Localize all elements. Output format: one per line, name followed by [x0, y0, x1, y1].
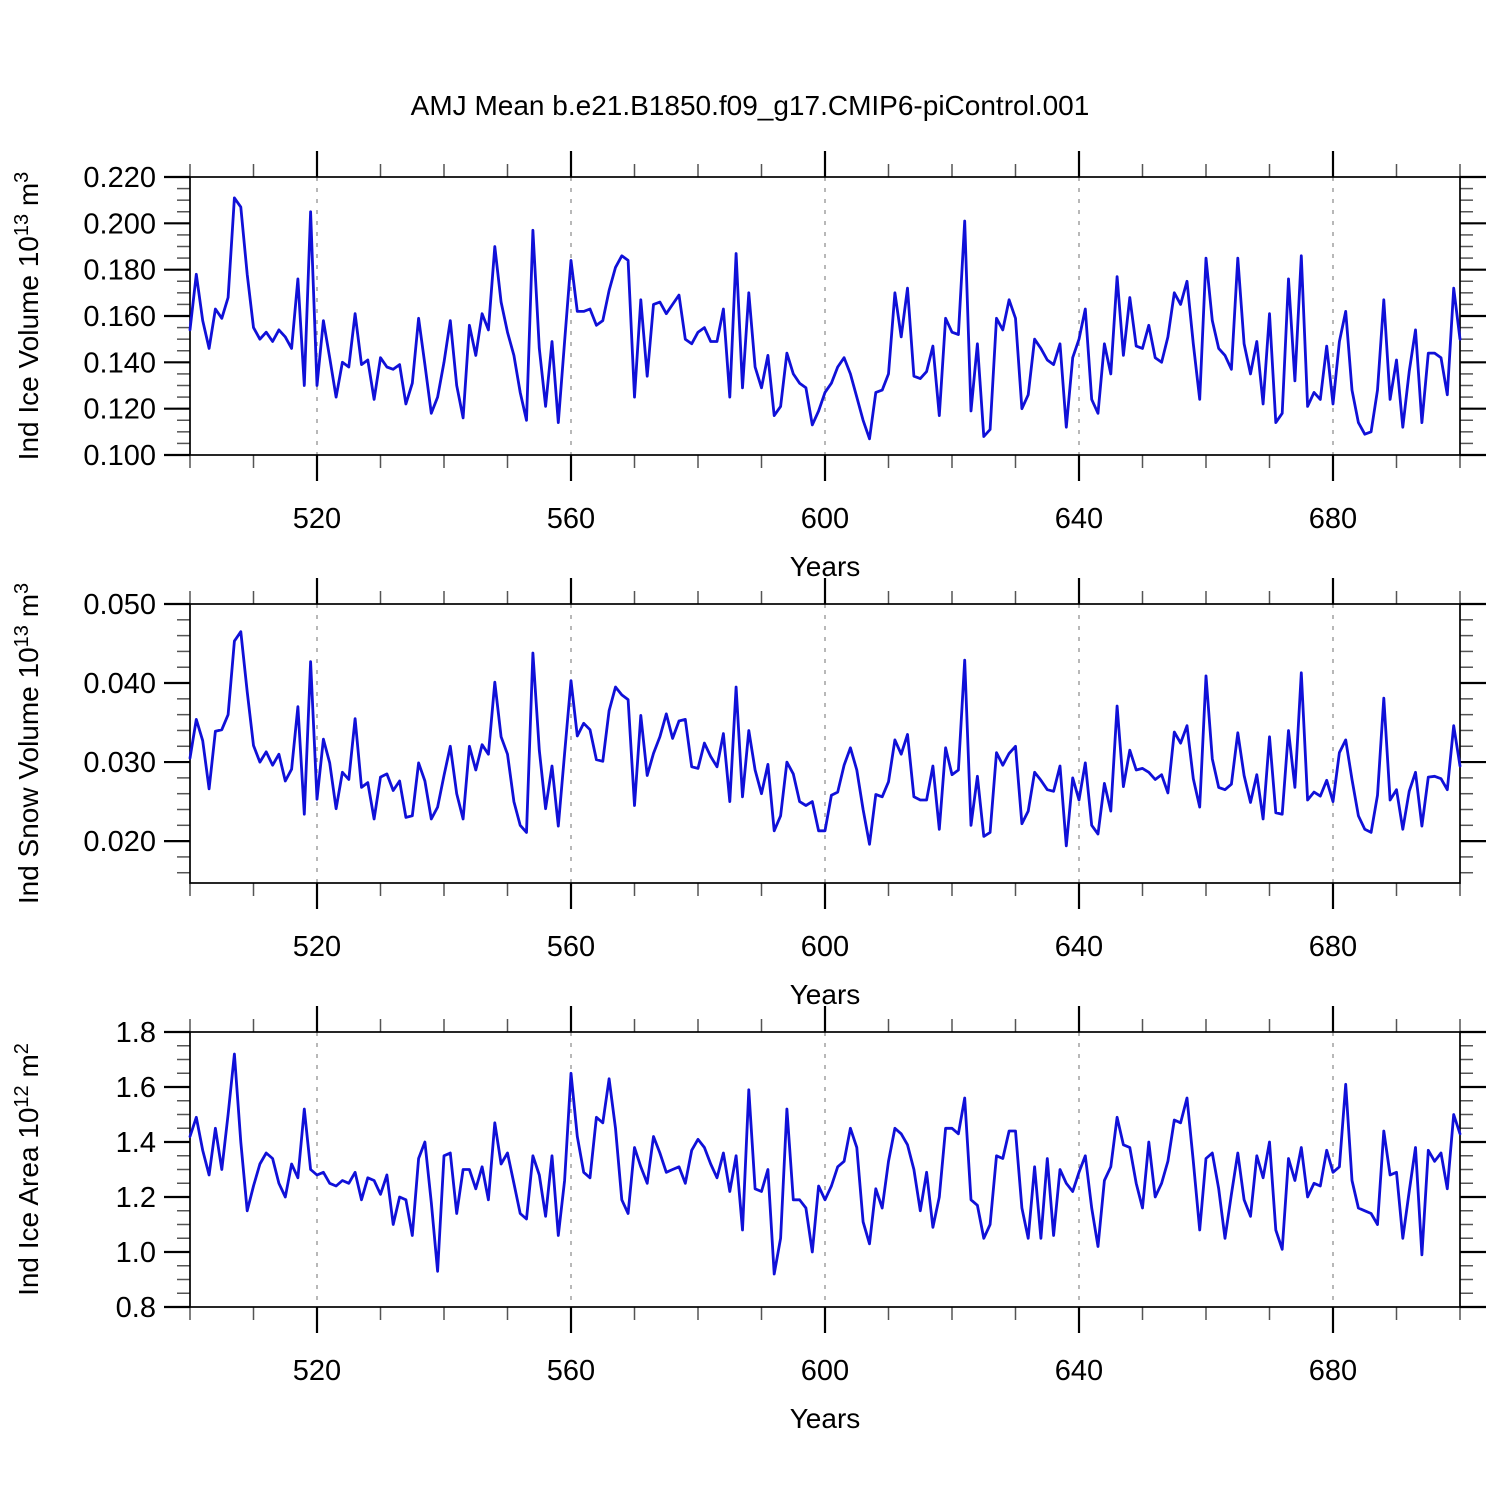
y-axis-title: Ind Ice Area 1012 m2 — [11, 1043, 44, 1296]
y-tick-label: 0.120 — [83, 394, 156, 426]
panel-ice-area: 0.8 1.0 1.2 1.4 1.6 1.8 520 560 600 640 680 Years In… — [11, 1006, 1486, 1434]
x-tick-label: 640 — [1055, 931, 1103, 963]
y-tick-label: 0.020 — [83, 826, 156, 858]
plot-frame — [189, 176, 1461, 456]
x-axis-title: Years — [790, 1403, 861, 1434]
data-series-ice-volume — [188, 196, 1462, 441]
y-tick-label: 0.050 — [83, 589, 156, 621]
x-tick-label: 680 — [1309, 1355, 1357, 1387]
x-tick-label: 560 — [547, 503, 595, 535]
y-tick-label: 0.8 — [116, 1292, 156, 1324]
x-tick-label: 680 — [1309, 931, 1357, 963]
y-axis-title: Ind Ice Volume 1013 m3 — [11, 172, 44, 461]
x-tick-label: 600 — [801, 931, 849, 963]
panel-snow-volume: 0.020 0.030 0.040 0.050 520 560 600 640 680 Years… — [11, 578, 1486, 1010]
x-tick-label: 640 — [1055, 503, 1103, 535]
y-tick-label: 0.140 — [83, 347, 156, 379]
y-tick-label: 1.6 — [116, 1072, 156, 1104]
y-tick-label: 0.180 — [83, 255, 156, 287]
y-tick-label: 0.220 — [83, 162, 156, 194]
y-tick-label: 1.2 — [116, 1182, 156, 1214]
x-tick-label: 560 — [547, 931, 595, 963]
y-tick-label: 1.8 — [116, 1017, 156, 1049]
panel-ice-volume: 0.100 0.120 0.140 0.160 0.180 0.200 0.220 520 56… — [11, 151, 1486, 582]
y-tick-label: 0.160 — [83, 301, 156, 333]
x-tick-label: 520 — [293, 503, 341, 535]
y-tick-label: 0.030 — [83, 747, 156, 779]
x-tick-label: 520 — [293, 931, 341, 963]
y-tick-label: 0.100 — [83, 440, 156, 472]
y-axis-title: Ind Snow Volume 1013 m3 — [11, 583, 44, 904]
chart-title: AMJ Mean b.e21.B1850.f09_g17.CMIP6-piCon… — [410, 90, 1090, 121]
plot-frame — [189, 1031, 1461, 1308]
y-tick-label: 1.4 — [116, 1127, 156, 1159]
y-tick-label: 0.200 — [83, 208, 156, 240]
x-tick-label: 640 — [1055, 1355, 1103, 1387]
x-tick-label: 560 — [547, 1355, 595, 1387]
x-axis-title: Years — [790, 979, 861, 1010]
data-series-snow-volume — [188, 630, 1462, 848]
y-tick-label: 0.040 — [83, 668, 156, 700]
plot-frame — [189, 603, 1461, 884]
x-tick-label: 680 — [1309, 503, 1357, 535]
y-tick-label: 1.0 — [116, 1237, 156, 1269]
data-series-ice-area — [188, 1052, 1462, 1276]
x-axis-title: Years — [790, 551, 861, 582]
x-tick-label: 600 — [801, 503, 849, 535]
x-tick-label: 600 — [801, 1355, 849, 1387]
x-tick-label: 520 — [293, 1355, 341, 1387]
